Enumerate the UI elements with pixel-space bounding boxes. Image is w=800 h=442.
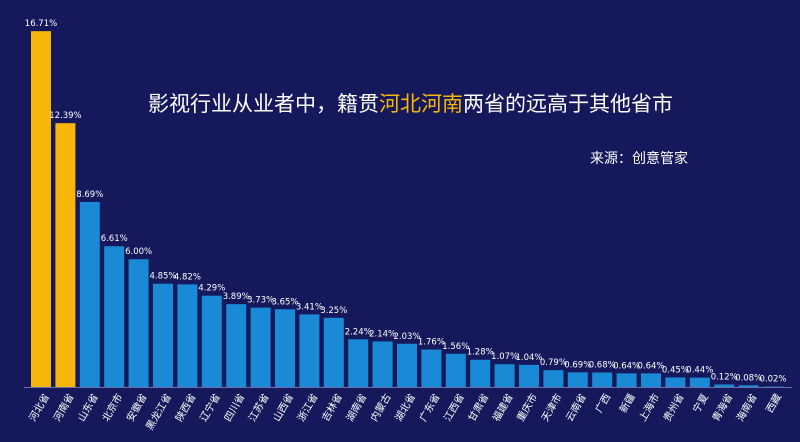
- category-label-浙江省: 浙江省: [294, 391, 320, 423]
- bar-湖北省: [397, 343, 417, 387]
- value-label-宁夏: 0.44%: [686, 366, 713, 376]
- value-label-天津市: 0.79%: [540, 358, 567, 368]
- bar-内蒙古: [372, 341, 393, 387]
- bar-贵州省: [665, 377, 686, 387]
- bar-福建省: [494, 364, 515, 387]
- category-label-上海市: 上海市: [636, 391, 662, 423]
- category-label-甘肃省: 甘肃省: [465, 391, 491, 423]
- category-label-内蒙古: 内蒙古: [367, 391, 393, 423]
- category-label-北京市: 北京市: [99, 391, 125, 423]
- category-label-陕西省: 陕西省: [172, 391, 198, 423]
- bar-河南省: [55, 123, 76, 387]
- category-label-吉林省: 吉林省: [319, 391, 345, 423]
- category-label-江苏省: 江苏省: [245, 391, 271, 423]
- value-label-西藏: 0.02%: [759, 375, 786, 385]
- bar-江苏省: [250, 307, 271, 387]
- value-label-海南省: 0.08%: [735, 373, 762, 383]
- category-label-新疆: 新疆: [616, 391, 637, 415]
- category-label-青海省: 青海省: [709, 391, 735, 423]
- bar-重庆市: [519, 364, 539, 387]
- bar-甘肃省: [470, 359, 491, 387]
- value-label-云南省: 0.69%: [564, 360, 591, 370]
- value-label-重庆市: 1.04%: [515, 353, 542, 363]
- bar-云南省: [567, 372, 588, 387]
- value-label-山东省: 8.69%: [76, 190, 103, 200]
- value-label-湖南省: 2.24%: [345, 327, 372, 337]
- category-label-山东省: 山东省: [75, 391, 101, 423]
- bar-江西省: [445, 353, 466, 387]
- category-label-安徽省: 安徽省: [123, 391, 149, 423]
- category-label-山西省: 山西省: [270, 391, 296, 423]
- value-label-黑龙江省: 4.85%: [149, 272, 176, 282]
- bar-新疆: [616, 373, 637, 387]
- bar-安徽省: [128, 259, 149, 387]
- title-part-1: 影视行业从业者中，籍贯: [148, 92, 379, 116]
- value-label-新疆: 0.64%: [613, 361, 640, 371]
- bar-四川省: [226, 304, 247, 387]
- bar-陕西省: [177, 284, 198, 387]
- title-highlight: 河北河南: [379, 92, 463, 116]
- category-label-湖北省: 湖北省: [392, 391, 418, 423]
- bar-上海市: [641, 373, 661, 387]
- chart-title: 影视行业从业者中，籍贯河北河南两省的远高于其他省市: [148, 88, 768, 118]
- value-label-贵州省: 0.45%: [662, 365, 689, 375]
- bar-辽宁省: [201, 295, 222, 387]
- bar-黑龙江省: [153, 283, 173, 387]
- category-label-广西: 广西: [593, 392, 613, 415]
- category-label-四川省: 四川省: [221, 391, 247, 423]
- title-part-3: 两省的远高于其他省市: [463, 92, 673, 116]
- value-label-广东省: 1.76%: [418, 338, 445, 348]
- bar-天津市: [543, 370, 564, 387]
- bar-广东省: [421, 349, 442, 387]
- category-label-河北省: 河北省: [26, 391, 52, 423]
- bar-山西省: [275, 309, 295, 387]
- value-label-河北省: 16.71%: [25, 19, 57, 29]
- value-label-辽宁省: 4.29%: [198, 284, 225, 294]
- value-label-陕西省: 4.82%: [174, 272, 201, 282]
- bar-宁夏: [689, 377, 710, 387]
- bar-湖南省: [348, 339, 369, 387]
- bar-山东省: [79, 201, 100, 387]
- chart-source: 来源：创意管家: [590, 151, 688, 167]
- category-label-湖南省: 湖南省: [343, 391, 369, 423]
- value-label-江苏省: 3.73%: [247, 296, 274, 306]
- bar-海南省: [738, 385, 759, 387]
- category-label-辽宁省: 辽宁省: [197, 391, 223, 423]
- category-label-西藏: 西藏: [764, 392, 784, 415]
- value-label-河南省: 12.39%: [49, 111, 81, 121]
- value-label-江西省: 1.56%: [442, 342, 469, 352]
- value-label-上海市: 0.64%: [637, 361, 664, 371]
- bar-浙江省: [299, 314, 320, 387]
- category-label-天津市: 天津市: [538, 391, 564, 423]
- value-label-内蒙古: 2.14%: [369, 329, 396, 339]
- value-label-广西: 0.68%: [589, 361, 616, 371]
- bar-吉林省: [323, 317, 344, 387]
- value-label-浙江省: 3.41%: [296, 302, 323, 312]
- value-label-四川省: 3.89%: [223, 292, 250, 302]
- value-label-北京市: 6.61%: [101, 234, 128, 244]
- category-label-云南省: 云南省: [563, 391, 589, 423]
- value-label-吉林省: 3.25%: [320, 306, 347, 316]
- bar-青海省: [714, 384, 735, 387]
- value-label-安徽省: 6.00%: [125, 247, 152, 257]
- value-label-山西省: 3.65%: [271, 297, 298, 307]
- bar-西藏: [763, 386, 783, 388]
- bar-北京市: [104, 246, 125, 387]
- category-label-宁夏: 宁夏: [690, 391, 711, 415]
- category-label-海南省: 海南省: [733, 391, 759, 423]
- category-label-江西省: 江西省: [441, 391, 467, 423]
- value-label-甘肃省: 1.28%: [467, 348, 494, 358]
- bar-河北省: [31, 31, 51, 388]
- category-label-福建省: 福建省: [489, 391, 515, 423]
- value-label-青海省: 0.12%: [711, 372, 738, 382]
- category-label-广东省: 广东省: [416, 391, 442, 423]
- category-label-重庆市: 重庆市: [514, 391, 540, 423]
- bar-广西: [592, 372, 613, 387]
- value-label-福建省: 1.07%: [491, 352, 518, 362]
- category-label-河南省: 河南省: [50, 391, 76, 423]
- category-label-贵州省: 贵州省: [660, 391, 686, 423]
- value-label-湖北省: 2.03%: [393, 332, 420, 342]
